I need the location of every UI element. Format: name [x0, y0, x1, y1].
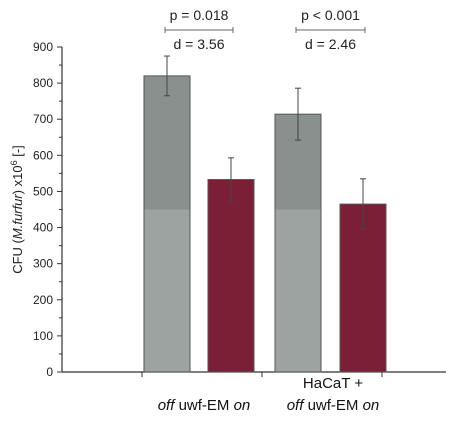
category-label-1: off uwf-EM on: [158, 397, 251, 414]
y-axis-label: CFU (M.furfur) x106 [-]: [9, 145, 25, 274]
p-value-1: p = 0.018: [170, 7, 229, 23]
bar-1-on: [207, 179, 255, 373]
y-axis-label-part: 6: [9, 160, 19, 165]
chart-axes: 0 100 200 300 400 500 600 700 800 900: [33, 40, 446, 379]
y-tick-label: 500: [33, 184, 53, 198]
y-axis-label-part: ) x10: [10, 165, 25, 194]
bar-shade-1: [144, 209, 190, 372]
category-label-part: on: [363, 397, 380, 414]
y-tick-label: 900: [33, 40, 53, 54]
y-tick-label: 600: [33, 148, 53, 162]
category-label-part: uwf-EM: [174, 397, 233, 414]
bar-shade-2: [275, 209, 321, 372]
y-tick-label: 400: [33, 221, 53, 235]
y-axis-label-part: [-]: [10, 145, 25, 160]
p-value-2: p < 0.001: [301, 7, 360, 23]
y-tick-label: 300: [33, 257, 53, 271]
effect-size-1: d = 3.56: [174, 36, 225, 52]
chart-annotations: p = 0.018 d = 3.56 p < 0.001 d = 2.46: [164, 7, 366, 52]
y-axis-label-part: CFU (: [10, 238, 25, 273]
y-axis-label-part: M.furfur: [10, 194, 25, 239]
category-label-part: on: [234, 397, 251, 414]
effect-size-2: d = 2.46: [305, 36, 356, 52]
category-label-2: HaCaT +: [303, 375, 363, 392]
y-tick-label: 700: [33, 112, 53, 126]
bar-2-on: [339, 203, 387, 373]
category-label-2: off uwf-EM on: [287, 397, 380, 414]
category-label-part: off: [158, 397, 177, 414]
category-label-part: off: [287, 397, 306, 414]
y-tick-label: 100: [33, 329, 53, 343]
y-tick-label: 0: [46, 365, 53, 379]
category-label-part: uwf-EM: [303, 397, 362, 414]
chart-bars: [143, 55, 387, 373]
y-tick-label: 200: [33, 293, 53, 307]
y-tick-label: 800: [33, 76, 53, 90]
category-label-part: HaCaT +: [303, 375, 363, 392]
